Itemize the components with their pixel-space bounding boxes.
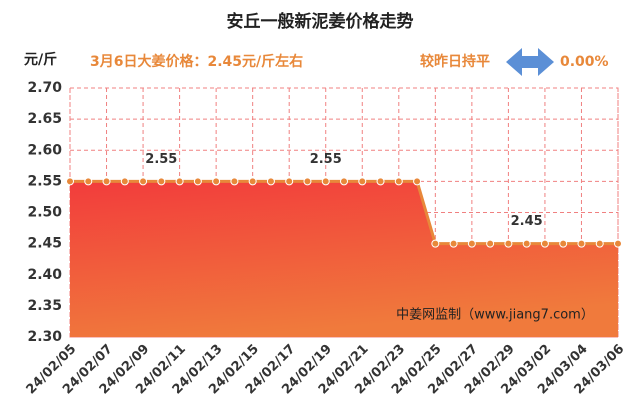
flat-arrow-icon bbox=[506, 48, 554, 76]
point bbox=[540, 239, 549, 248]
point bbox=[595, 239, 604, 248]
area bbox=[70, 181, 618, 337]
data-label: 2.45 bbox=[511, 214, 543, 229]
y-tick-label: 2.65 bbox=[27, 111, 62, 127]
point bbox=[376, 177, 385, 186]
point bbox=[522, 239, 531, 248]
y-tick-label: 2.55 bbox=[27, 173, 62, 189]
y-tick-label: 2.70 bbox=[27, 80, 62, 96]
point bbox=[340, 177, 348, 186]
point bbox=[212, 177, 221, 186]
point bbox=[157, 177, 166, 186]
watermark: 中姜网监制（www.jiang7.com） bbox=[396, 308, 594, 323]
y-tick-label: 2.30 bbox=[27, 329, 62, 345]
point bbox=[266, 177, 275, 186]
subtitle: 3月6日大姜价格：2.45元/斤左右 bbox=[90, 53, 303, 70]
point bbox=[431, 239, 440, 248]
point bbox=[102, 177, 111, 186]
point bbox=[248, 177, 257, 186]
point bbox=[614, 239, 622, 248]
data-label: 2.55 bbox=[310, 152, 342, 167]
point bbox=[193, 177, 202, 186]
y-tick-label: 2.50 bbox=[27, 205, 62, 221]
point bbox=[285, 177, 294, 186]
y-tick-label: 2.40 bbox=[27, 267, 62, 283]
point bbox=[120, 177, 129, 186]
point bbox=[504, 239, 513, 248]
point bbox=[449, 239, 458, 248]
data-label: 2.55 bbox=[145, 152, 177, 167]
y-tick-label: 2.35 bbox=[27, 298, 62, 314]
point bbox=[84, 177, 93, 186]
point bbox=[467, 239, 476, 248]
point bbox=[66, 177, 74, 186]
y-axis-label: 元/斤 bbox=[24, 51, 57, 68]
point bbox=[139, 177, 148, 186]
change-value: 0.00% bbox=[560, 54, 609, 70]
point bbox=[230, 177, 239, 186]
y-tick-label: 2.60 bbox=[27, 142, 62, 158]
point bbox=[175, 177, 184, 186]
point bbox=[413, 177, 422, 186]
point bbox=[303, 177, 312, 186]
point bbox=[358, 177, 367, 186]
change-label: 较昨日持平 bbox=[420, 53, 490, 70]
point bbox=[394, 177, 403, 186]
point bbox=[486, 239, 495, 248]
point bbox=[559, 239, 568, 248]
point bbox=[577, 239, 586, 248]
chart-title: 安丘一般新泥姜价格走势 bbox=[227, 11, 414, 32]
point bbox=[321, 177, 330, 186]
y-tick-label: 2.45 bbox=[27, 236, 62, 252]
